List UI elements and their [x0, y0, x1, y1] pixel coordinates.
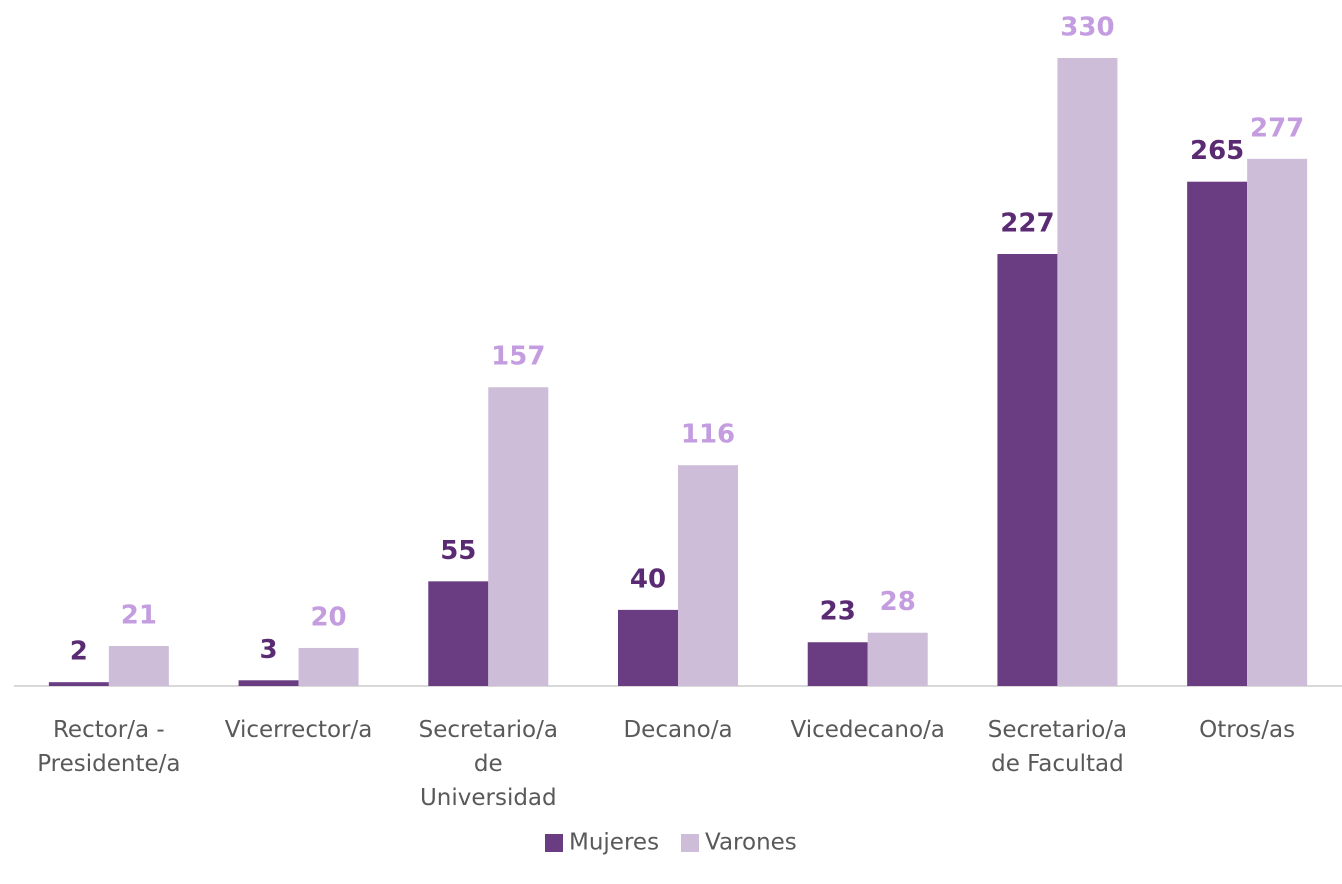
value-label: 40 — [630, 564, 666, 594]
legend-swatch — [545, 834, 563, 852]
value-label: 116 — [681, 420, 735, 450]
bar — [618, 609, 678, 686]
x-tick-label: Rector/a - Presidente/a — [37, 717, 181, 777]
value-label: 157 — [491, 342, 545, 372]
value-label: 265 — [1190, 136, 1244, 166]
bar — [488, 387, 549, 686]
x-tick-label: Decano/a — [623, 717, 733, 743]
value-label: 277 — [1250, 113, 1304, 143]
x-tick-label: Vicerrector/a — [224, 717, 373, 743]
bar — [867, 632, 928, 686]
legend-label: Varones — [705, 830, 797, 856]
value-label: 21 — [121, 601, 157, 631]
x-tick-label: Vicedecano/a — [790, 717, 945, 743]
value-label: 2 — [70, 637, 88, 667]
value-label: 3 — [260, 635, 278, 665]
value-label: 55 — [440, 536, 476, 566]
value-label: 28 — [880, 587, 916, 617]
bar — [678, 465, 738, 686]
bar — [238, 680, 299, 686]
bar — [108, 646, 169, 686]
value-label: 23 — [820, 597, 856, 627]
value-label: 20 — [310, 602, 346, 632]
legend-label: Mujeres — [569, 830, 659, 856]
bar — [807, 642, 868, 686]
bar — [298, 647, 359, 686]
value-label: 330 — [1060, 13, 1114, 43]
value-label: 227 — [1000, 209, 1054, 239]
bar — [48, 682, 109, 686]
bar — [1057, 58, 1118, 686]
x-tick-label: Secretario/a de Facultad — [987, 717, 1128, 777]
x-tick-label: Secretario/a de Universidad — [418, 717, 558, 811]
legend-swatch — [681, 834, 699, 852]
bar — [997, 254, 1058, 686]
bar — [1187, 181, 1248, 687]
bar — [1247, 158, 1308, 687]
bar — [428, 581, 489, 686]
x-tick-label: Otros/as — [1199, 717, 1296, 743]
